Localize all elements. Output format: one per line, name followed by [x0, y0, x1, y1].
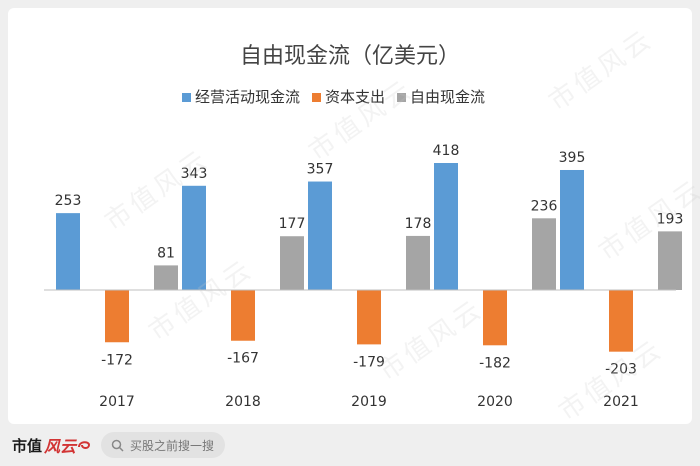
- data-label: -172: [101, 352, 133, 368]
- search-icon: [111, 439, 124, 452]
- data-label: 357: [307, 162, 334, 178]
- brand-swirl-icon: [78, 441, 91, 449]
- bar: [182, 185, 206, 290]
- category-label: 2018: [225, 394, 261, 410]
- bar: [406, 235, 430, 290]
- bar: [154, 265, 178, 290]
- bar: [308, 181, 332, 290]
- legend-swatch: [182, 93, 191, 102]
- category-labels-group: 2017 2018 2019 2020 2021: [99, 394, 639, 410]
- bar: [105, 290, 129, 343]
- footer-bar: 市值 风云 买股之前搜一搜: [0, 424, 700, 466]
- chart: 自由现金流（亿美元） 经营活动现金流 资本支出 自由现金流 253 -172 81 343…: [44, 44, 684, 410]
- data-label: 193: [657, 211, 684, 227]
- brand-script: 风云: [44, 437, 77, 456]
- category-label: 2020: [477, 394, 513, 410]
- bar: [483, 290, 507, 346]
- data-label: 177: [279, 216, 306, 232]
- bar: [532, 218, 556, 290]
- data-label: -203: [605, 362, 637, 378]
- bars-group: [56, 163, 682, 352]
- brand-logo: 市值 风云: [12, 433, 91, 457]
- data-label: 418: [433, 143, 460, 159]
- data-label: 343: [181, 166, 208, 182]
- legend-swatch: [397, 93, 406, 102]
- legend-label: 自由现金流: [410, 88, 485, 106]
- data-label: 236: [531, 198, 558, 214]
- data-label: -179: [353, 354, 385, 370]
- data-label: 395: [559, 150, 586, 166]
- legend: 经营活动现金流 资本支出 自由现金流: [182, 88, 485, 106]
- search-placeholder: 买股之前搜一搜: [130, 438, 215, 453]
- legend-label: 资本支出: [325, 88, 385, 106]
- data-labels-group: 253 -172 81 343 -167 177 357 -179 178 418 -182 236 3…: [55, 143, 684, 378]
- brand-text: 市值: [12, 436, 43, 455]
- bar: [357, 290, 381, 345]
- data-label: 81: [157, 245, 175, 261]
- bar: [658, 231, 682, 290]
- search-box[interactable]: 买股之前搜一搜: [101, 432, 226, 458]
- bar: [231, 290, 255, 341]
- legend-swatch: [312, 93, 321, 102]
- data-label: -182: [479, 355, 511, 371]
- chart-card: 自由现金流（亿美元） 经营活动现金流 资本支出 自由现金流 253 -172 81 343…: [8, 8, 692, 424]
- bar: [56, 213, 80, 290]
- chart-title: 自由现金流（亿美元）: [240, 44, 460, 69]
- category-label: 2019: [351, 394, 387, 410]
- bar: [434, 163, 458, 290]
- bar: [280, 236, 304, 290]
- data-label: 253: [55, 193, 82, 209]
- data-label: 178: [405, 216, 432, 232]
- bar: [560, 169, 584, 290]
- data-label: -167: [227, 351, 259, 367]
- legend-label: 经营活动现金流: [195, 88, 300, 106]
- bar: [609, 290, 633, 352]
- category-label: 2021: [603, 394, 639, 410]
- category-label: 2017: [99, 394, 135, 410]
